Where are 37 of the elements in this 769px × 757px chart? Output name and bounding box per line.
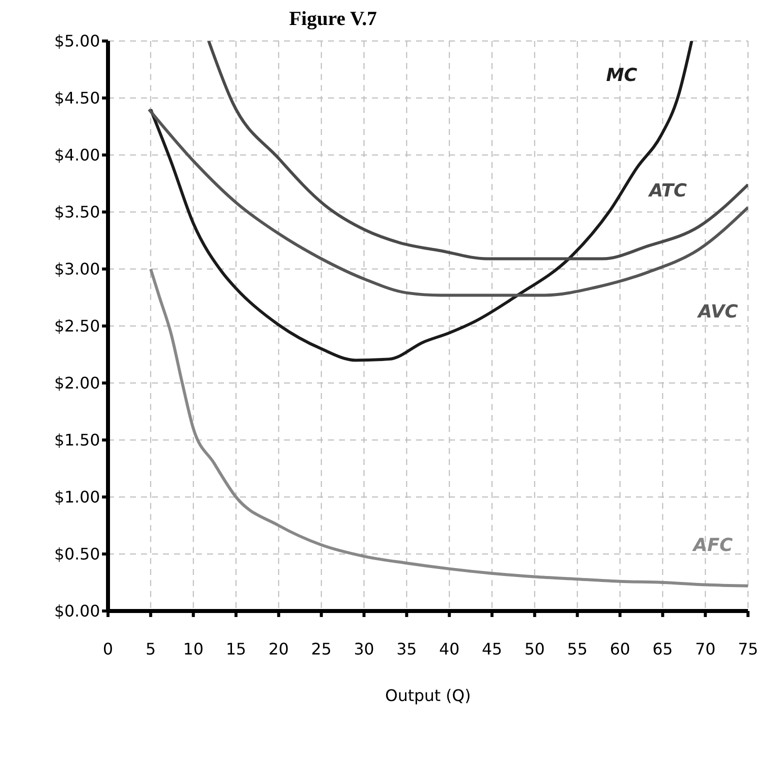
- line-series: [207, 41, 748, 260]
- x-tick-label: 75: [738, 639, 758, 658]
- y-tick-label: $1.50: [54, 430, 100, 450]
- text: MC: [606, 65, 638, 86]
- x-tick-label: 70: [695, 639, 716, 658]
- series-label: ATC: [647, 180, 688, 202]
- line-series: [149, 41, 694, 362]
- y-tick-label: $4.50: [54, 88, 100, 108]
- x-tick-label: 65: [652, 639, 673, 658]
- line-series: [149, 268, 748, 588]
- x-tick-label: 60: [610, 639, 630, 658]
- y-tick-label: $5.00: [54, 32, 100, 51]
- x-tick-label: 15: [226, 639, 246, 658]
- x-axis-title: Output (Q): [385, 686, 471, 705]
- series-label: AFC: [691, 534, 734, 556]
- y-tick-label: $0.50: [54, 544, 100, 564]
- x-tick-label: 30: [354, 639, 374, 658]
- y-tick-label: $4.00: [54, 146, 100, 165]
- y-tick-label: $1.00: [54, 488, 100, 507]
- x-tick-label: 5: [146, 639, 156, 658]
- text: AVC: [696, 301, 739, 322]
- line-series: [147, 108, 748, 297]
- y-tick-label: $3.50: [54, 202, 100, 222]
- x-tick-label: 0: [102, 639, 114, 658]
- y-tick-label: $2.00: [54, 374, 100, 393]
- y-tick-label: $2.50: [54, 316, 100, 336]
- y-tick-label: $3.00: [54, 260, 100, 279]
- y-tick-label: $0.00: [54, 602, 100, 621]
- x-tick-label: 20: [268, 639, 289, 658]
- x-tick-label: 35: [396, 639, 417, 658]
- x-tick-label: 55: [567, 639, 588, 658]
- x-tick-label: 25: [311, 639, 332, 658]
- chart-title: Figure V.7: [288, 8, 378, 31]
- x-tick-label: 50: [524, 639, 545, 658]
- x-tick-label: 45: [482, 639, 502, 658]
- x-tick-label: 10: [183, 639, 204, 658]
- x-tick-label: 40: [439, 639, 460, 658]
